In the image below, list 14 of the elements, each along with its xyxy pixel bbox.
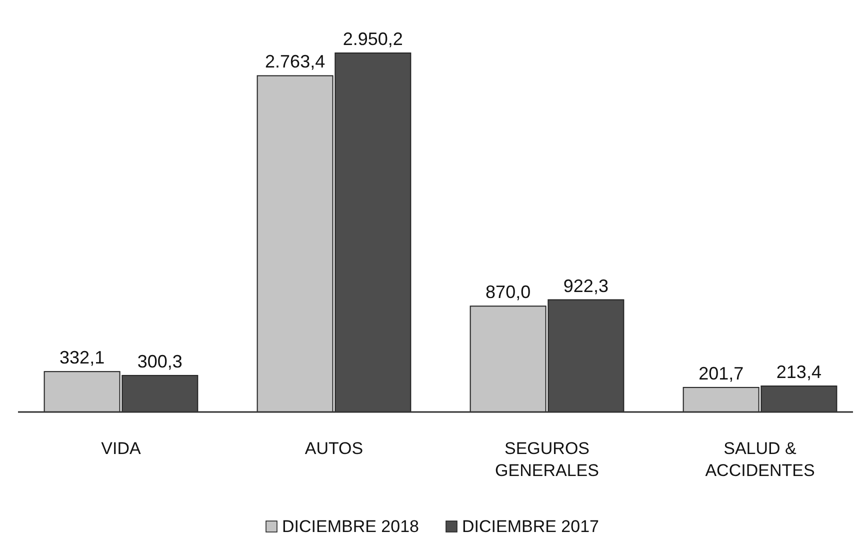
data-label: 300,3 [137, 351, 182, 372]
data-label: 213,4 [776, 362, 822, 382]
x-tick-label: SEGUROS GENERALES [495, 439, 599, 480]
data-label: 922,3 [563, 276, 608, 296]
x-tick-label: AUTOS [304, 439, 364, 458]
x-tick-label: VIDA [101, 439, 142, 458]
data-label: 332,1 [60, 348, 105, 368]
data-label: 2.950,2 [342, 29, 403, 49]
legend-label: DICIEMBRE 2018 [282, 517, 419, 536]
data-label: 870,0 [486, 282, 531, 302]
legend-label: DICIEMBRE 2017 [462, 517, 599, 536]
x-tick-label: SALUD & ACCIDENTES [705, 439, 815, 480]
data-label: 2.763,4 [265, 52, 326, 72]
data-label: 201,7 [698, 363, 744, 384]
